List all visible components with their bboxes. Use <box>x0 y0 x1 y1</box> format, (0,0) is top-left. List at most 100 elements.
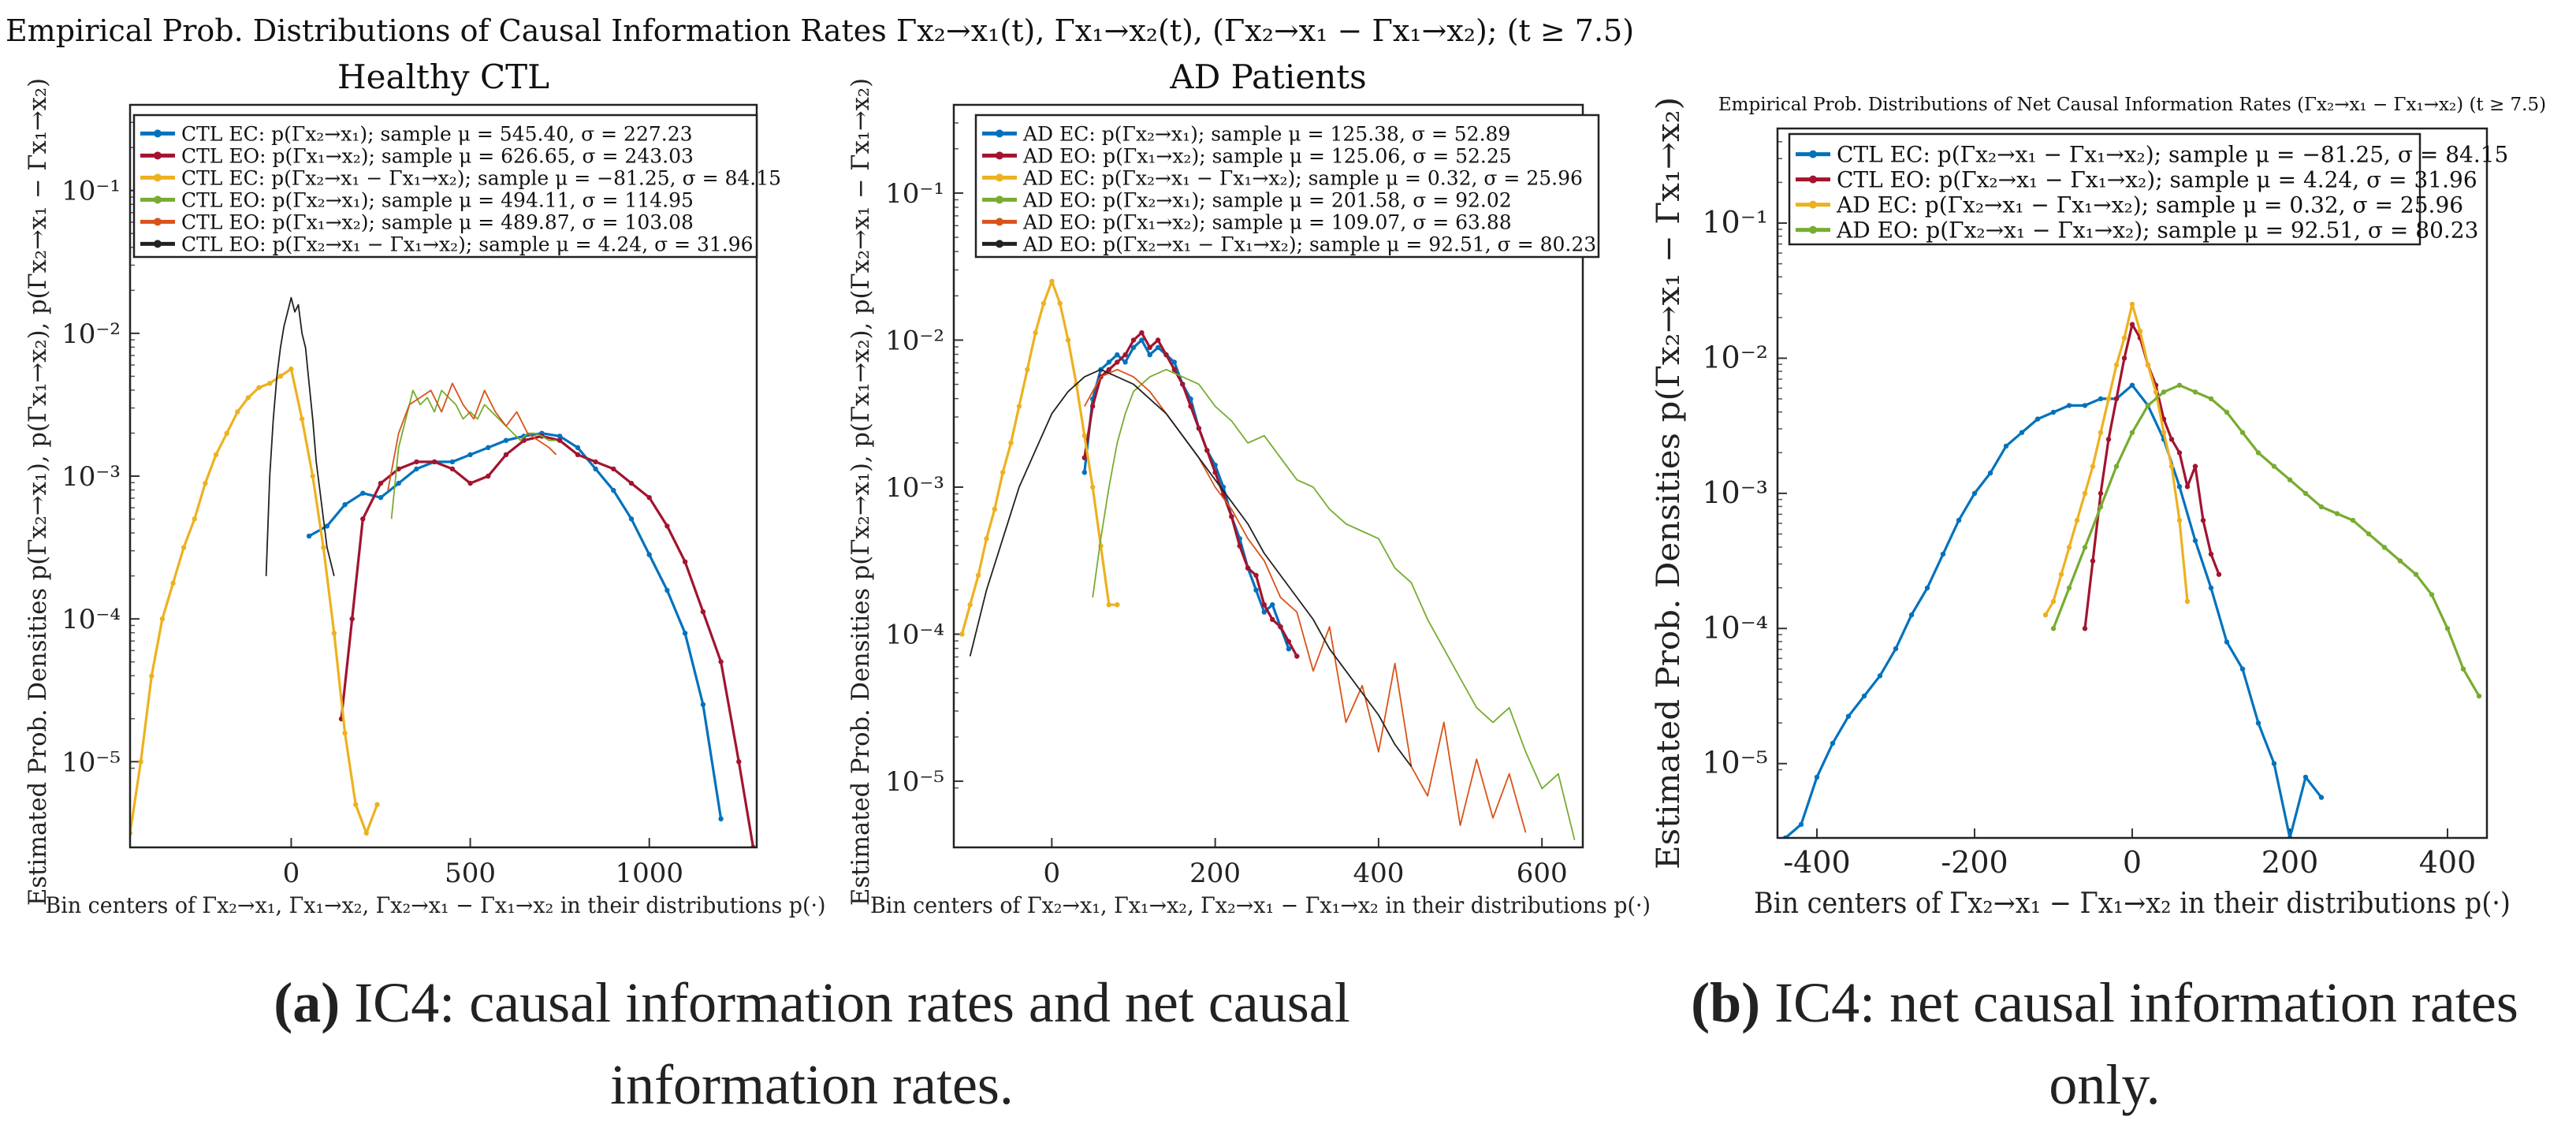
data-point <box>2082 490 2088 497</box>
legend-entry: AD EO: p(Γx₁→x₂); sample μ = 109.07, σ =… <box>1022 210 1512 233</box>
legend-entry: AD EO: p(Γx₂→x₁ − Γx₁→x₂); sample μ = 92… <box>1836 218 2478 244</box>
data-point <box>2042 612 2049 618</box>
legend-marker <box>996 173 1003 182</box>
legend-marker <box>1809 150 1817 158</box>
data-point <box>2161 389 2167 395</box>
data-point <box>467 452 473 457</box>
data-point <box>2271 761 2277 766</box>
legend-entry: CTL EC: p(Γx₂→x₁ − Γx₁→x₂); sample μ = −… <box>1837 142 2508 168</box>
data-point <box>414 466 419 472</box>
data-point <box>2302 774 2309 780</box>
data-point <box>2168 463 2175 469</box>
legend-entry: CTL EC: p(Γx₂→x₁ − Γx₁→x₂); sample μ = −… <box>181 166 781 189</box>
data-point <box>2224 409 2230 415</box>
data-point <box>700 702 706 707</box>
data-point <box>486 473 491 479</box>
data-point <box>2239 666 2246 672</box>
legend-entry: CTL EC: p(Γx₂→x₁); sample μ = 545.40, σ … <box>181 122 693 145</box>
data-point <box>203 480 208 486</box>
data-point <box>1016 404 1022 409</box>
data-point <box>1253 572 1259 579</box>
caption-b-text: IC4: net causal information rates only. <box>1774 971 2518 1116</box>
data-point <box>2098 430 2104 435</box>
caption-b: (b) IC4: net causal information rates on… <box>1671 962 2538 1126</box>
data-point <box>213 452 219 457</box>
x-tick-label: 200 <box>2261 845 2319 880</box>
data-point <box>1155 337 1161 343</box>
data-point <box>1057 300 1063 306</box>
data-point <box>2121 335 2127 341</box>
data-point <box>575 452 581 457</box>
data-point <box>718 816 724 822</box>
data-point <box>1245 565 1251 571</box>
data-point <box>310 473 315 479</box>
data-point <box>1049 278 1055 284</box>
legend-entry: AD EO: p(Γx₁→x₂); sample μ = 125.06, σ =… <box>1022 144 1512 167</box>
data-point <box>2145 362 2151 368</box>
data-point <box>2074 517 2080 523</box>
data-point <box>2429 592 2435 598</box>
legend-marker <box>154 195 162 204</box>
series-line-5 <box>969 368 1413 767</box>
data-point <box>2153 389 2159 395</box>
data-point <box>2098 396 2104 402</box>
data-point <box>1924 585 1930 591</box>
y-tick-label: 10⁻³ <box>885 472 944 504</box>
legend-marker <box>996 240 1003 248</box>
data-point <box>2255 450 2261 456</box>
data-point <box>2192 389 2198 395</box>
legend-entry: AD EC: p(Γx₂→x₁ − Γx₁→x₂); sample μ = 0.… <box>1836 192 2463 218</box>
x-tick-label: 500 <box>445 858 496 889</box>
data-point <box>1237 543 1242 549</box>
data-point <box>2460 666 2466 672</box>
data-point <box>2184 598 2191 605</box>
data-point <box>1261 602 1268 608</box>
data-point <box>1845 713 1852 719</box>
data-point <box>2239 430 2246 435</box>
series-line-2 <box>2044 303 2189 616</box>
caption-b-label: (b) <box>1691 971 1761 1034</box>
series-line-2 <box>960 280 1118 635</box>
data-point <box>431 459 437 465</box>
data-point <box>1106 602 1112 608</box>
y-tick-label: 10⁻¹ <box>61 176 121 207</box>
data-point <box>1115 359 1120 365</box>
legend-entry: AD EO: p(Γx₂→x₁); sample μ = 201.58, σ =… <box>1022 188 1512 211</box>
data-point <box>396 480 401 486</box>
x-tick-label: 200 <box>1189 858 1241 889</box>
x-tick-label: -200 <box>1941 845 2008 880</box>
data-point <box>967 602 973 608</box>
legend-entry: CTL EO: p(Γx₂→x₁ − Γx₁→x₂); sample μ = 4… <box>181 233 754 255</box>
data-point <box>1090 404 1096 409</box>
data-point <box>2050 409 2057 415</box>
data-point <box>2105 437 2112 442</box>
x-axis-label: Bin centers of Γx₂→x₁, Γx₁→x₂, Γx₂→x₁ − … <box>870 892 1651 918</box>
data-point <box>306 533 312 539</box>
series-line-0 <box>1784 384 2323 838</box>
data-point <box>1204 448 1210 453</box>
data-point <box>521 437 527 443</box>
data-point <box>2034 416 2041 422</box>
data-point <box>628 516 635 522</box>
data-point <box>2271 463 2277 469</box>
data-point <box>414 459 419 465</box>
data-point <box>2129 301 2135 307</box>
data-point <box>170 580 176 586</box>
data-point <box>557 437 563 443</box>
x-tick-label: 0 <box>1044 858 1061 889</box>
plot-frame <box>952 103 1584 849</box>
chart-title: Empirical Prob. Distributions of Net Cau… <box>1718 95 2546 115</box>
legend-entry: CTL EO: p(Γx₁→x₂); sample μ = 626.65, σ … <box>181 144 694 167</box>
data-point <box>2121 356 2127 361</box>
data-point <box>1893 646 1899 652</box>
data-point <box>2208 396 2214 402</box>
data-point <box>2129 322 2135 327</box>
data-point <box>557 434 563 439</box>
data-point <box>975 572 981 579</box>
data-point <box>593 459 598 465</box>
data-point <box>1130 337 1137 343</box>
data-point <box>664 523 670 529</box>
data-point <box>1139 337 1145 343</box>
data-point <box>2050 626 2057 631</box>
y-tick-label: 10⁻² <box>61 318 121 350</box>
